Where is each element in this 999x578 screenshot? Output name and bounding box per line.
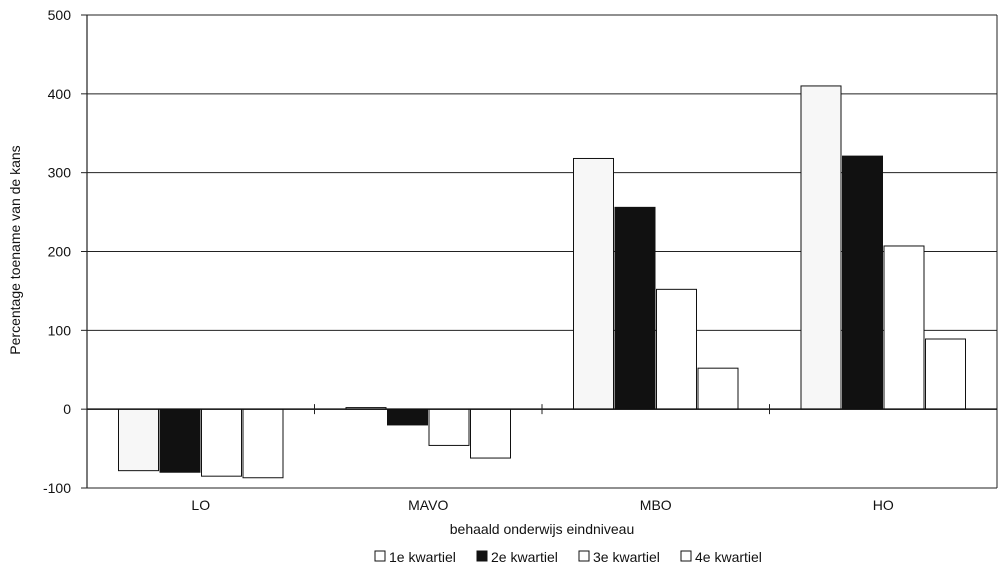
x-tick-label: HO [873,497,894,513]
legend-swatch [578,550,590,562]
bar-lo-series-3 [201,408,242,477]
y-tick-label: -100 [43,480,71,496]
bars [118,85,966,479]
bar-mavo-series-4 [470,408,511,459]
legend-swatch [374,550,386,562]
bar-mbo-series-1 [573,157,614,410]
y-tick-label: 200 [48,244,72,260]
bar-ho-series-1 [800,85,842,410]
legend-label: 3e kwartiel [593,549,660,565]
bar-ho-series-4 [925,338,966,410]
x-tick-label: MAVO [408,497,448,513]
x-tick-labels: LO MAVO MBO HO [191,497,893,513]
x-axis-title: behaald onderwijs eindniveau [450,521,634,537]
x-tick-label: MBO [640,497,672,513]
bar-lo-series-1 [118,408,159,472]
bar-lo-series-2 [159,408,201,473]
legend: 1e kwartiel 2e kwartiel 3e kwartiel 4e kwar… [374,549,762,565]
bar-mbo-series-4 [697,367,739,410]
bar-ho-series-2 [842,155,883,410]
legend-swatch [476,550,488,562]
x-tick-label: LO [191,497,210,513]
y-tick-label: 500 [48,7,72,23]
legend-label: 2e kwartiel [491,549,558,565]
legend-label: 4e kwartiel [695,549,762,565]
y-tick-label: 0 [63,401,71,417]
legend-swatch [680,550,692,562]
bar-lo-series-4 [242,408,284,479]
bar-ho-series-3 [883,245,925,410]
y-axis-title: Percentage toename van de kans [7,145,23,354]
bar-mavo-series-2 [387,408,428,426]
y-tick-labels: -100 0 100 200 300 400 500 [43,7,87,496]
y-tick-label: 400 [48,86,72,102]
bar-mavo-series-3 [428,408,470,446]
bar-mbo-series-3 [656,288,697,410]
legend-label: 1e kwartiel [389,549,456,565]
y-tick-label: 100 [48,322,72,338]
bar-mbo-series-2 [614,206,656,410]
y-tick-label: 300 [48,165,72,181]
